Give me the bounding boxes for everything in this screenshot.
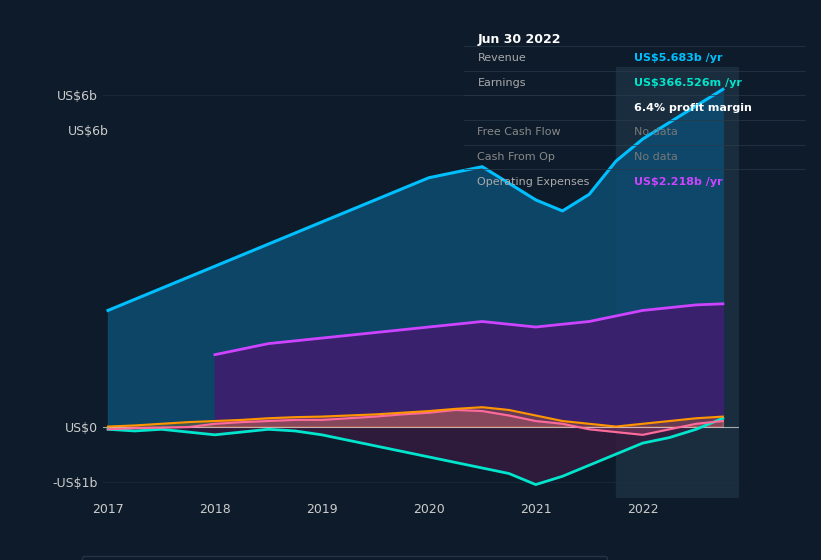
Text: No data: No data	[635, 127, 678, 137]
Text: Free Cash Flow: Free Cash Flow	[478, 127, 561, 137]
Text: US$2.218b /yr: US$2.218b /yr	[635, 176, 722, 186]
Legend: Revenue, Earnings, Free Cash Flow, Cash From Op, Operating Expenses: Revenue, Earnings, Free Cash Flow, Cash …	[82, 556, 607, 560]
Text: US$5.683b /yr: US$5.683b /yr	[635, 53, 722, 63]
Text: No data: No data	[635, 152, 678, 162]
Text: Cash From Op: Cash From Op	[478, 152, 555, 162]
Bar	[616, 67, 760, 498]
Text: US$366.526m /yr: US$366.526m /yr	[635, 78, 742, 88]
Text: Earnings: Earnings	[478, 78, 526, 88]
Text: 6.4% profit margin: 6.4% profit margin	[635, 102, 752, 113]
Text: Jun 30 2022: Jun 30 2022	[478, 32, 561, 45]
Text: US$6b: US$6b	[67, 125, 108, 138]
Text: Operating Expenses: Operating Expenses	[478, 176, 589, 186]
Text: Revenue: Revenue	[478, 53, 526, 63]
